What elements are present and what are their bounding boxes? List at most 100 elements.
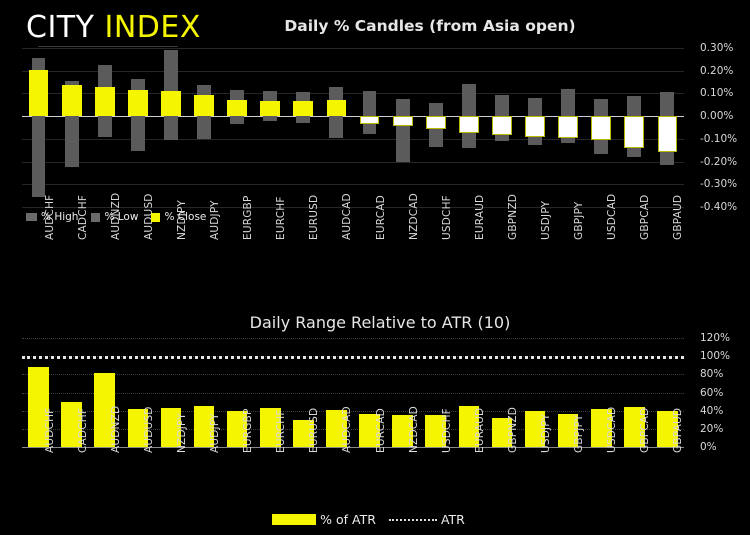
atr-legend: % of ATRATR xyxy=(0,512,750,527)
x-axis-tick-label: NZDJPY xyxy=(176,413,188,453)
y-axis-tick-label: 100% xyxy=(700,350,730,362)
candle-body-up xyxy=(260,101,280,116)
x-axis-tick-label: AUDCAD xyxy=(341,193,353,240)
close-swatch xyxy=(151,213,160,222)
y-axis-tick-label: -0.10% xyxy=(700,133,737,145)
candle[interactable] xyxy=(221,48,254,207)
candle[interactable] xyxy=(254,48,287,207)
candle[interactable] xyxy=(88,48,121,207)
y-axis-tick-label: 0.30% xyxy=(700,42,733,54)
candle-body-up xyxy=(95,87,115,117)
candle[interactable] xyxy=(121,48,154,207)
y-axis-tick-label: 0.00% xyxy=(700,110,733,122)
candle[interactable] xyxy=(154,48,187,207)
x-axis-tick-label: USDCHF xyxy=(441,408,453,453)
candle-range-wick xyxy=(363,91,377,134)
x-axis-tick-label: GBPJPY xyxy=(573,415,585,453)
candle-body-up xyxy=(128,90,148,116)
candle-body-down xyxy=(658,116,678,152)
candle-body-up xyxy=(62,85,82,116)
chart-page: CITY INDEX Daily % Candles (from Asia op… xyxy=(0,0,750,535)
x-axis-tick-label: GBPAUD xyxy=(672,195,684,240)
candle-body-down xyxy=(492,116,512,135)
x-axis-tick-label: GBPCAD xyxy=(639,408,651,453)
x-axis-tick-label: GBPNZD xyxy=(507,194,519,240)
brand-word-city: CITY xyxy=(26,10,94,45)
candle[interactable] xyxy=(419,48,452,207)
candle[interactable] xyxy=(519,48,552,207)
x-axis-tick-label: USDJPY xyxy=(540,201,552,240)
brand-underline xyxy=(38,46,178,47)
candle[interactable] xyxy=(55,48,88,207)
y-axis-tick-label: 120% xyxy=(700,332,730,344)
x-axis-tick-label: EURUSD xyxy=(308,195,320,240)
y-axis-tick-label: -0.30% xyxy=(700,178,737,190)
candle[interactable] xyxy=(287,48,320,207)
candle[interactable] xyxy=(552,48,585,207)
legend-label: % Low xyxy=(104,211,138,223)
x-axis-tick-label: USDCAD xyxy=(606,407,618,453)
candle-body-down xyxy=(393,116,413,126)
candle[interactable] xyxy=(386,48,419,207)
x-axis-tick-label: NZDCAD xyxy=(408,193,420,240)
brand-logo: CITY INDEX xyxy=(26,10,201,45)
x-axis-tick-label: EURCHF xyxy=(275,409,287,453)
candle[interactable] xyxy=(353,48,386,207)
x-axis-tick-label: USDJPY xyxy=(540,414,552,453)
candles-legend: % High% Low% Close xyxy=(26,211,219,223)
x-axis-tick-label: EURUSD xyxy=(308,408,320,453)
top-chart-title: Daily % Candles (from Asia open) xyxy=(230,17,630,35)
candle-body-up xyxy=(29,70,49,117)
low-swatch xyxy=(91,213,100,222)
legend-item: % of ATR xyxy=(272,512,376,527)
y-axis-tick-label: 0.10% xyxy=(700,87,733,99)
candle-body-down xyxy=(459,116,479,133)
legend-item: % Low xyxy=(91,211,138,223)
x-axis-tick-label: EURAUD xyxy=(474,195,486,240)
candle[interactable] xyxy=(651,48,684,207)
candle[interactable] xyxy=(320,48,353,207)
candles-plot-area xyxy=(22,48,684,207)
candle[interactable] xyxy=(585,48,618,207)
x-axis-tick-label: USDCAD xyxy=(606,194,618,240)
candle-body-down xyxy=(525,116,545,136)
y-axis-tick-label: 0% xyxy=(700,441,717,453)
y-axis-tick-label: -0.40% xyxy=(700,201,737,213)
candle-body-down xyxy=(624,116,644,148)
x-axis-tick-label: AUDJPY xyxy=(209,413,221,453)
y-axis-tick-label: 80% xyxy=(700,368,723,380)
y-axis-tick-label: 40% xyxy=(700,405,723,417)
x-axis-tick-label: EURGBP xyxy=(242,196,254,241)
legend-label: % Close xyxy=(164,211,206,223)
gridline xyxy=(22,374,684,375)
candle[interactable] xyxy=(188,48,221,207)
candle[interactable] xyxy=(618,48,651,207)
x-axis-tick-label: AUDUSD xyxy=(143,406,155,453)
x-axis-tick-label: AUDCHF xyxy=(44,408,56,453)
x-axis-tick-label: EURCHF xyxy=(275,196,287,240)
x-axis-tick-label: CADCHF xyxy=(77,408,89,453)
x-axis-tick-label: AUDNZD xyxy=(110,406,122,453)
atr-chart-title: Daily Range Relative to ATR (10) xyxy=(195,313,565,332)
candle[interactable] xyxy=(485,48,518,207)
candle-range-wick xyxy=(396,99,410,161)
x-axis-tick-label: AUDCAD xyxy=(341,406,353,453)
x-axis-tick-label: GBPCAD xyxy=(639,195,651,240)
candle[interactable] xyxy=(452,48,485,207)
x-axis-tick-label: GBPNZD xyxy=(507,407,519,453)
gridline xyxy=(22,338,684,339)
candle-body-down xyxy=(426,116,446,128)
candle-body-down xyxy=(558,116,578,138)
x-axis-tick-label: GBPJPY xyxy=(573,202,585,240)
x-axis-tick-label: NZDCAD xyxy=(408,406,420,453)
legend-item: % Close xyxy=(151,211,206,223)
y-axis-tick-label: 60% xyxy=(700,387,723,399)
atr-pct-swatch xyxy=(272,514,316,525)
candle[interactable] xyxy=(22,48,55,207)
high-swatch xyxy=(26,213,37,221)
y-axis-tick-label: 20% xyxy=(700,423,723,435)
candle-body-up xyxy=(194,95,214,117)
y-axis-tick-label: -0.20% xyxy=(700,156,737,168)
atr-line-swatch xyxy=(389,519,437,521)
x-axis-tick-label: EURCAD xyxy=(375,195,387,240)
